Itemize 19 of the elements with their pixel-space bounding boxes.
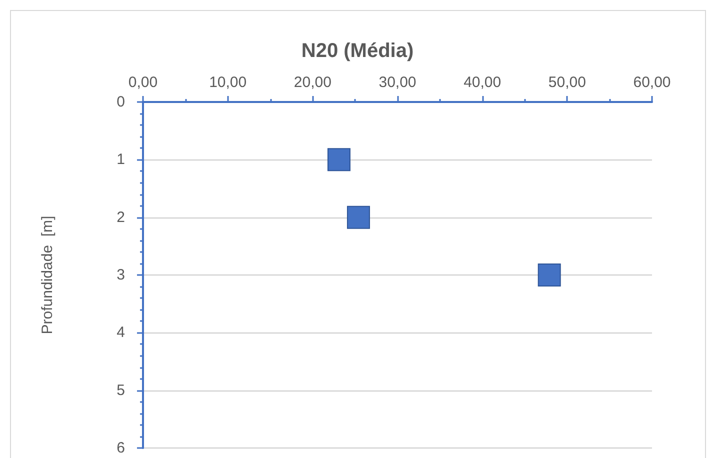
x-tick-label: 20,00 <box>294 74 332 91</box>
y-tick-label: 5 <box>116 382 125 399</box>
chart-title: N20 (Média) <box>301 40 414 62</box>
x-tick-label: 10,00 <box>209 74 247 91</box>
y-axis-title: Profundidade [m] <box>39 216 56 334</box>
y-tick-label: 4 <box>116 324 125 342</box>
point <box>538 264 561 286</box>
x-tick-label: 50,00 <box>548 74 586 91</box>
x-tick-label: 30,00 <box>378 74 416 91</box>
point <box>327 148 350 172</box>
y-tick-label: 0 <box>116 94 125 110</box>
x-tick-label: 60,00 <box>633 74 671 91</box>
x-tick-label: 0,00 <box>128 74 158 91</box>
y-tick-label: 3 <box>116 266 125 284</box>
y-tick-label: 6 <box>116 440 125 456</box>
point <box>346 206 370 229</box>
y-tick-label: 1 <box>116 151 125 168</box>
y-tick-label: 2 <box>116 208 125 226</box>
x-tick-label: 40,00 <box>464 74 502 91</box>
